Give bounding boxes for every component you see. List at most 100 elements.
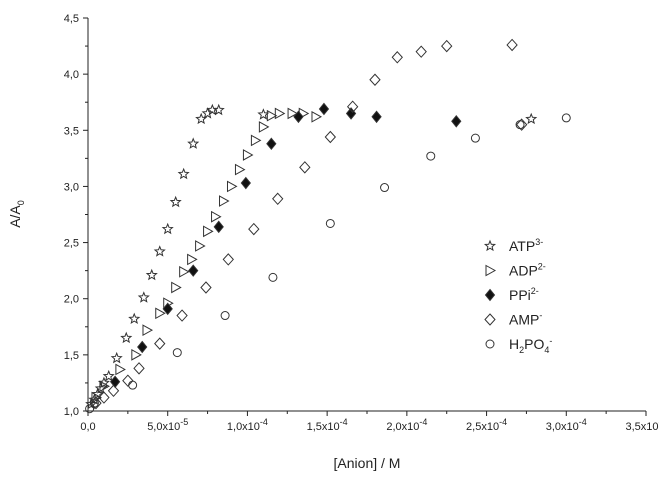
data-point (115, 363, 126, 376)
data-point (155, 307, 166, 320)
data-point (380, 183, 390, 193)
data-point (272, 192, 284, 206)
y-axis-label: A/A0 (7, 200, 26, 228)
data-point (91, 387, 104, 400)
axes (87, 18, 646, 412)
data-point (128, 312, 141, 325)
data-point (203, 225, 214, 238)
data-point (506, 38, 518, 52)
legend-label: ADP2- (509, 262, 546, 279)
legend-label: PPi2- (509, 286, 539, 303)
data-point (195, 112, 208, 125)
x-tick-label: 3,0x10-4 (546, 417, 587, 433)
data-point (169, 195, 182, 208)
data-point (515, 118, 528, 131)
y-tick-label: 4,5 (64, 13, 79, 25)
data-point (345, 107, 357, 120)
data-point (171, 281, 182, 294)
legend-label: AMP- (509, 311, 542, 328)
data-point (179, 265, 190, 278)
data-point (162, 302, 173, 316)
data-point (220, 311, 230, 321)
y-tick-label: 2,5 (64, 238, 79, 250)
data-point (324, 130, 337, 144)
data-point (371, 110, 382, 124)
legend-marker (484, 313, 496, 326)
data-point (120, 331, 133, 344)
legend-item: ATP3- (483, 237, 543, 254)
data-point (222, 253, 234, 266)
data-point (142, 324, 154, 337)
x-tick-label: 2,0x10-4 (386, 417, 427, 433)
x-tick-label: 0,0 (80, 421, 95, 433)
data-point (226, 180, 238, 193)
data-point (90, 396, 102, 410)
y-tick-label: 4,0 (64, 69, 79, 81)
data-point (122, 374, 134, 387)
data-point (187, 253, 198, 266)
data-point (177, 167, 190, 180)
data-point (137, 291, 150, 303)
data-point (268, 272, 278, 282)
data-point (200, 281, 212, 294)
data-point (128, 380, 138, 390)
legend-item: ADP2- (485, 262, 546, 279)
x-ticks: 0,0 5,0x10-5 1,0x10-4 1,5x10-4 2,0x10-4 2,5x1… (80, 411, 659, 433)
data-point (299, 161, 311, 174)
legend-label: H2PO4- (509, 336, 552, 355)
data-point (131, 349, 142, 361)
y-tick-label: 1,5 (64, 350, 79, 362)
legend-item: H2PO4- (485, 336, 552, 355)
data-point (325, 218, 335, 228)
x-axis-label: [Anion] / M (334, 455, 401, 471)
data-point (391, 51, 403, 64)
y-tick-label: 1,0 (64, 406, 79, 418)
data-points (85, 38, 571, 414)
data-point (99, 380, 110, 393)
legend-marker (484, 288, 496, 302)
data-point (426, 151, 436, 161)
data-point (137, 340, 148, 354)
data-point (266, 137, 277, 151)
data-point (318, 102, 330, 116)
x-tick-label: 1,5x10-4 (307, 417, 348, 433)
data-point (258, 121, 270, 133)
legend-marker (483, 239, 497, 252)
data-point (110, 351, 123, 364)
legend-item: PPi2- (484, 286, 539, 303)
data-point (234, 163, 246, 176)
data-point (250, 134, 262, 147)
data-point (188, 264, 199, 277)
data-point (88, 393, 101, 405)
data-point (287, 107, 299, 120)
data-point (107, 384, 120, 398)
legend-item: AMP- (484, 311, 542, 328)
data-point (470, 133, 480, 143)
legend-marker (485, 264, 497, 277)
legend-marker (485, 339, 495, 349)
data-point (187, 137, 200, 149)
data-point (153, 245, 166, 257)
data-point (176, 309, 188, 322)
data-point (242, 149, 254, 161)
data-point (172, 348, 182, 358)
data-point (213, 220, 224, 234)
legend: ATP3- ADP2- PPi2- AMP- H2PO4- (483, 237, 552, 355)
y-tick-label: 3,5 (64, 125, 79, 137)
data-point (161, 222, 174, 235)
series-triangle-right (91, 107, 323, 404)
data-point (525, 112, 538, 125)
y-ticks: 1,0 1,5 2,0 2,5 3,0 3,5 4,0 4,5 (64, 13, 88, 418)
data-point (274, 107, 286, 120)
x-tick-label: 2,5x10-4 (466, 417, 507, 433)
data-point (266, 109, 278, 122)
data-point (98, 391, 110, 404)
data-point (201, 107, 214, 119)
data-point (451, 115, 462, 128)
data-point (441, 39, 453, 53)
data-point (257, 108, 270, 120)
data-point (109, 375, 121, 389)
data-point (85, 404, 95, 414)
data-point (211, 210, 222, 223)
